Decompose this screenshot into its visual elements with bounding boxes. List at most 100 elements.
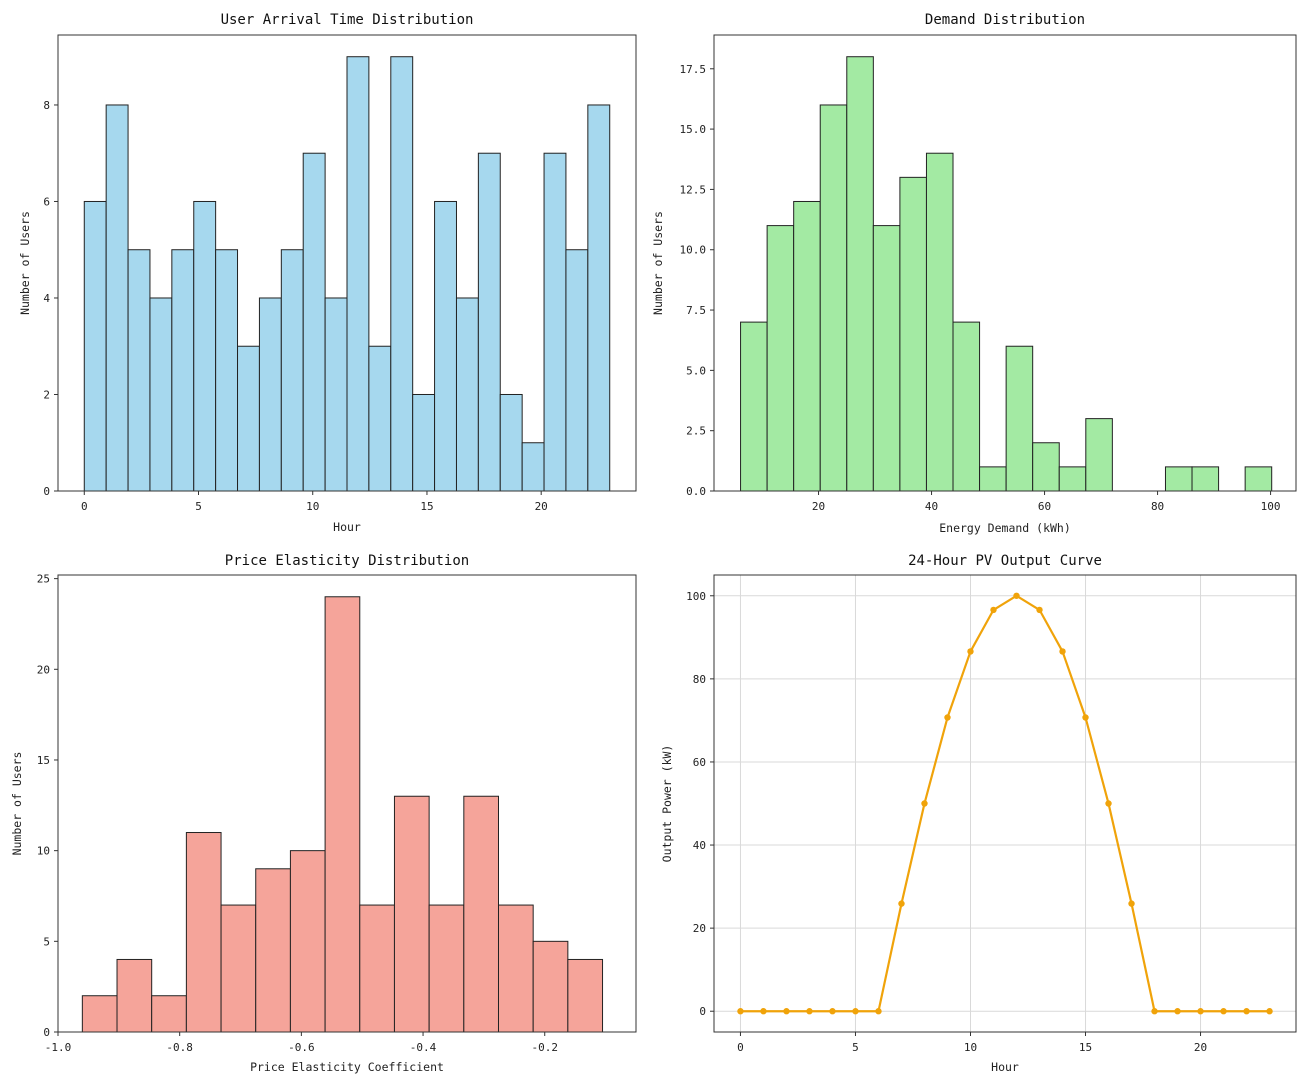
elasticity-bar (393, 795, 430, 1033)
arrival-bar (280, 249, 304, 492)
pv-point (760, 1008, 767, 1015)
pv-y-tick-label: 20 (693, 922, 706, 935)
demand-x-tick-label: 60 (1038, 500, 1051, 513)
demand-x-tick-label: 80 (1151, 500, 1164, 513)
arrival-chart-title: User Arrival Time Distribution (221, 12, 474, 28)
demand-y-axis-label: Number of Users (651, 211, 665, 315)
demand-y-tick-label: 12.5 (680, 183, 707, 196)
pv-y-tick-label: 0 (699, 1005, 706, 1018)
arrival-bar (346, 56, 370, 492)
demand-bar (1164, 466, 1193, 492)
pv-x-tick-label: 0 (737, 1041, 744, 1054)
pv-point (1105, 800, 1112, 807)
elasticity-bar (116, 958, 153, 1033)
elasticity-bar (81, 995, 118, 1033)
pv-y-axis-label: Output Power (kW) (660, 745, 674, 863)
arrival-x-tick-label: 0 (81, 500, 88, 513)
pv-point (852, 1008, 859, 1015)
pv-point (829, 1008, 836, 1015)
pv-y-tick-label: 80 (693, 673, 706, 686)
pv-point (1128, 900, 1135, 907)
elasticity-bar (428, 904, 465, 1033)
arrival-bar (127, 249, 151, 492)
elasticity-x-tick-label: -0.2 (531, 1041, 558, 1054)
pv-series-line (740, 594, 1270, 1013)
pv-point (944, 714, 951, 721)
pv-axes-frame (713, 574, 1297, 1033)
elasticity-x-tick-label: -1.0 (45, 1041, 72, 1054)
pv-point (1059, 648, 1066, 655)
demand-y-tick-label: 15.0 (680, 123, 707, 136)
arrival-bar (215, 249, 239, 492)
pv-point (1266, 1008, 1273, 1015)
demand-y-tick-label: 7.5 (686, 304, 706, 317)
elasticity-bar (220, 904, 257, 1033)
arrival-y-tick-label: 8 (43, 99, 50, 112)
demand-y-tick-label: 10.0 (680, 244, 707, 257)
demand-bar (925, 152, 954, 492)
demand-y-tick-label: 0.0 (686, 485, 706, 498)
pv-point (1243, 1008, 1250, 1015)
pv-y-tick-label: 60 (693, 756, 706, 769)
demand-bar (872, 225, 901, 492)
arrival-x-tick-label: 15 (420, 500, 433, 513)
demand-x-tick-label: 100 (1261, 500, 1281, 513)
elasticity-bar (151, 995, 187, 1033)
arrival-y-tick-label: 6 (43, 195, 50, 208)
pv-point (1082, 714, 1089, 721)
demand-y-tick-label: 17.5 (680, 63, 707, 76)
demand-bar (1191, 466, 1220, 492)
arrival-bar (587, 104, 611, 492)
elasticity-y-tick-label: 5 (43, 935, 50, 948)
elasticity-y-tick-label: 10 (37, 845, 50, 858)
arrival-bar (543, 152, 567, 492)
arrival-bar (83, 200, 107, 492)
pv-y-tick-label: 100 (686, 590, 706, 603)
arrival-bar (149, 297, 173, 492)
arrival-chart: 0 5 10 15 20 0 2 4 6 8 User Arrival Time Distribut… (18, 12, 637, 534)
demand-bar (1005, 345, 1034, 492)
elasticity-y-tick-label: 0 (43, 1026, 50, 1039)
arrival-bar (412, 393, 436, 492)
elasticity-chart-title: Price Elasticity Distribution (225, 553, 469, 569)
elasticity-y-axis-label: Number of Users (10, 752, 24, 856)
arrival-y-tick-label: 0 (43, 485, 50, 498)
arrival-x-axis-label: Hour (333, 520, 361, 534)
elasticity-y-tick-label: 15 (37, 754, 50, 767)
elasticity-y-tick-label: 25 (37, 573, 50, 586)
pv-point (898, 900, 905, 907)
elasticity-bar (255, 868, 291, 1033)
elasticity-bar (359, 904, 395, 1033)
pv-point (1036, 606, 1043, 614)
arrival-bar (499, 393, 523, 492)
demand-x-axis-label: Energy Demand (kWh) (939, 521, 1071, 535)
demand-bar (899, 176, 927, 492)
demand-bar (819, 104, 848, 492)
elasticity-bar (324, 596, 361, 1033)
elasticity-bar (567, 958, 604, 1033)
arrival-bar (390, 56, 414, 492)
arrival-bar (455, 297, 479, 492)
elasticity-x-tick-label: -0.8 (166, 1041, 193, 1054)
pv-point (1013, 592, 1020, 599)
demand-bar (740, 321, 768, 492)
arrival-x-tick-label: 20 (535, 500, 548, 513)
pv-point (1197, 1008, 1204, 1015)
demand-bar (1085, 418, 1113, 492)
elasticity-axes-frame (57, 574, 637, 1033)
demand-bar (846, 56, 874, 492)
elasticity-bar (463, 795, 499, 1033)
pv-point (967, 648, 974, 655)
pv-y-tick-label: 40 (693, 839, 706, 852)
arrival-bar (193, 200, 217, 492)
demand-chart: 20 40 60 80 100 0.0 2.5 5.0 7.5 10.0 12.5 15.0 17.5 D… (651, 12, 1297, 535)
arrival-bar (565, 249, 589, 492)
arrival-axes-frame (57, 34, 637, 492)
pv-point (783, 1008, 790, 1015)
pv-point (806, 1008, 813, 1015)
arrival-y-tick-label: 4 (43, 292, 50, 305)
arrival-bar (324, 297, 348, 492)
demand-bar (766, 225, 795, 492)
elasticity-bar (532, 940, 569, 1033)
demand-axes-frame (713, 34, 1297, 492)
